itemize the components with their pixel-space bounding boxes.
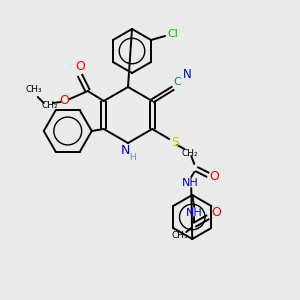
Text: NH: NH — [186, 208, 202, 218]
Text: Cl: Cl — [168, 29, 178, 39]
Text: N: N — [120, 145, 130, 158]
Text: C: C — [173, 77, 181, 87]
Text: CH₂: CH₂ — [182, 148, 199, 158]
Text: CH₃: CH₃ — [26, 85, 42, 94]
Text: O: O — [211, 206, 221, 220]
Text: S: S — [171, 136, 179, 149]
Text: O: O — [209, 170, 219, 184]
Text: O: O — [75, 59, 85, 73]
Text: O: O — [59, 94, 69, 107]
Text: NH: NH — [182, 178, 199, 188]
Text: N: N — [183, 68, 192, 80]
Text: CH₃: CH₃ — [172, 230, 189, 239]
Text: H: H — [130, 152, 136, 161]
Text: CH₂: CH₂ — [41, 100, 58, 109]
